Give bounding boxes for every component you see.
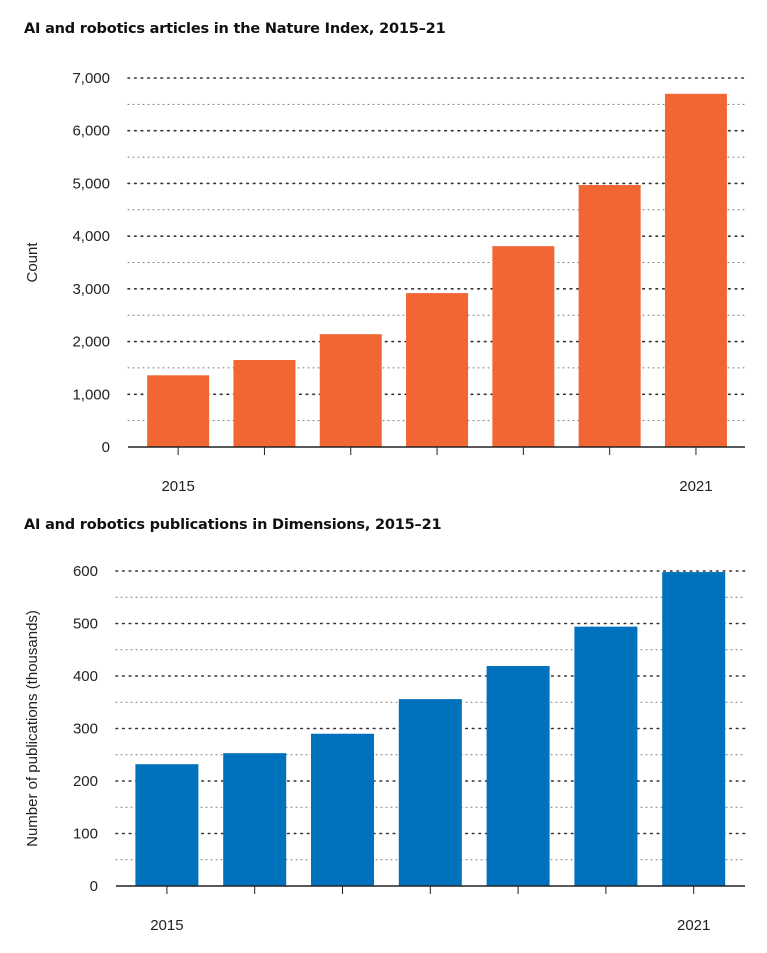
bar-2015: [147, 375, 210, 447]
bar-2021: [664, 93, 727, 448]
bar-2021: [662, 572, 726, 886]
bar-2017: [319, 334, 382, 447]
y-tick-label: 500: [73, 616, 98, 633]
bar-2018: [406, 293, 469, 447]
bar-2018: [398, 699, 462, 886]
y-tick-label: 0: [90, 878, 98, 895]
y-tick-label: 1,000: [72, 386, 110, 403]
y-tick-label: 400: [73, 668, 98, 685]
x-tick-label: 2015: [150, 917, 183, 934]
y-tick-label: 100: [73, 826, 98, 843]
y-axis-title: Count: [24, 242, 41, 283]
y-axis-title: Number of publications (thousands): [24, 610, 41, 847]
y-tick-label: 3,000: [72, 281, 110, 298]
y-tick-label: 2,000: [72, 334, 110, 351]
chart-title-nature-index: AI and robotics articles in the Nature I…: [24, 21, 446, 37]
bar-2015: [135, 764, 199, 886]
y-tick-label: 600: [73, 563, 98, 580]
x-tick-label: 2021: [677, 917, 710, 934]
bar-2019: [486, 666, 550, 886]
x-tick-label: 2015: [161, 478, 194, 495]
y-tick-label: 4,000: [72, 228, 110, 245]
bar-2020: [578, 185, 641, 447]
y-tick-label: 6,000: [72, 123, 110, 140]
y-tick-label: 0: [102, 439, 110, 456]
y-tick-label: 7,000: [72, 70, 110, 87]
bar-2017: [311, 733, 374, 886]
y-tick-label: 5,000: [72, 175, 110, 192]
y-tick-label: 200: [73, 773, 98, 790]
bar-2019: [492, 246, 555, 447]
bar-2016: [223, 753, 287, 886]
bar-2016: [233, 360, 296, 447]
x-tick-label: 2021: [679, 478, 712, 495]
bar-2020: [574, 626, 638, 886]
chart-title-dimensions: AI and robotics publications in Dimensio…: [24, 517, 442, 533]
y-tick-label: 300: [73, 721, 98, 738]
